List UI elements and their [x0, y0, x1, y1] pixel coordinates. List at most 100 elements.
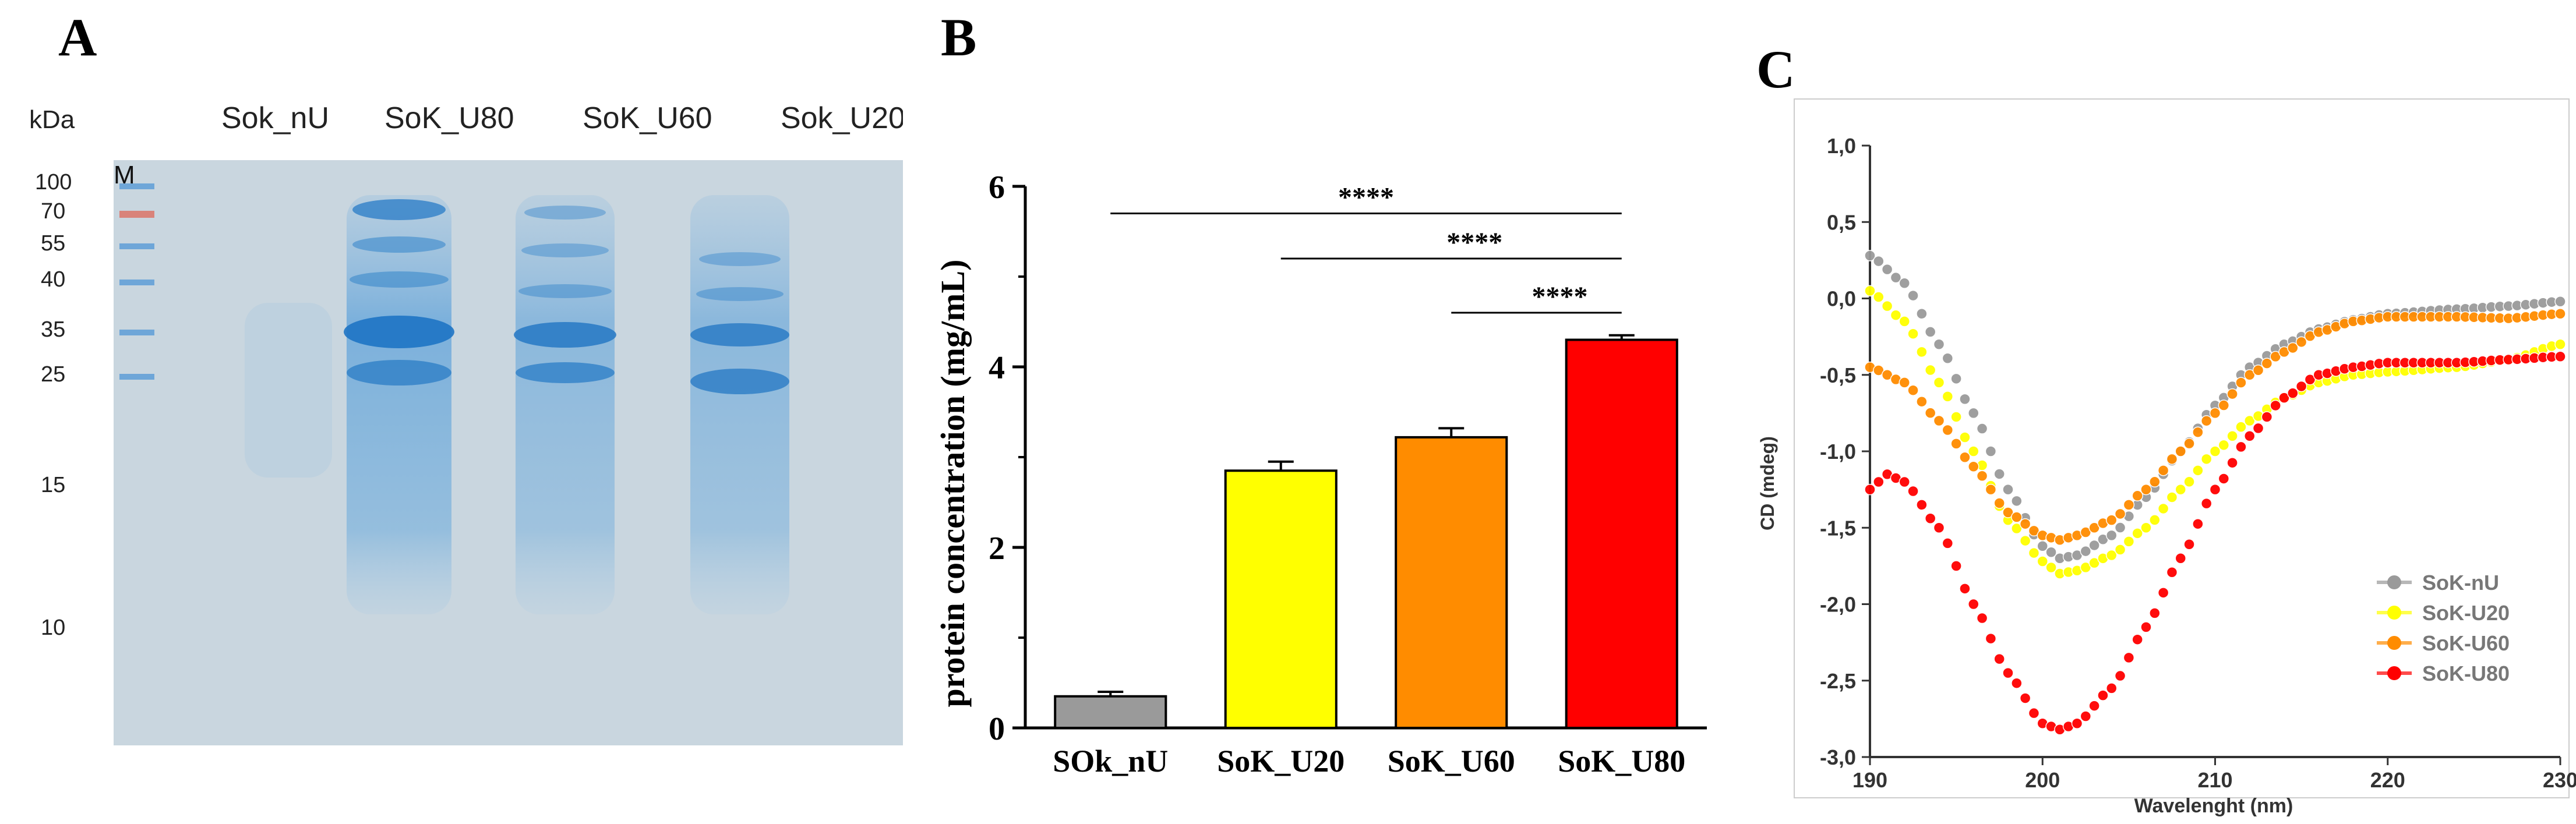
cd-point: [2226, 457, 2238, 469]
cd-point: [2192, 426, 2204, 438]
cd-point: [2140, 522, 2152, 533]
cd-point: [2175, 483, 2186, 496]
cd-point: [1985, 445, 1997, 457]
cd-point: [2209, 445, 2221, 457]
bar-category-label: SoK_U80: [1558, 744, 1685, 779]
legend-label: SoK-nU: [2422, 571, 2499, 595]
cd-point: [2218, 439, 2230, 451]
cd-ylabel: CD (mdeg): [1757, 436, 1778, 531]
cd-point: [1899, 277, 1910, 289]
significance-label: ****: [1446, 227, 1502, 258]
legend-marker: [2387, 666, 2401, 680]
cd-point: [2166, 491, 2178, 503]
cd-point: [1959, 393, 1971, 405]
cd-point: [2097, 689, 2109, 701]
panel-c: C CD (mdeg) Wavelenght (nm) 1,0 0,5 0,0 -0,…: [1718, 0, 2576, 824]
cd-point: [2028, 547, 2040, 559]
ladder-bands: [119, 183, 154, 380]
cd-y-tick-label: 0,0: [1827, 287, 1856, 311]
cd-y-tick-label: -3,0: [1820, 745, 1856, 769]
cd-point: [2002, 507, 2014, 518]
lane-smear-u60: [514, 195, 616, 614]
cd-point: [1924, 512, 1936, 525]
cd-point: [2244, 430, 2256, 442]
cd-y-tick-label: 0,5: [1827, 210, 1856, 234]
bar-category-label: SoK_U60: [1388, 744, 1515, 779]
cd-point: [1985, 483, 1997, 496]
cd-point: [1907, 289, 1919, 302]
panel-b-label: B: [941, 8, 976, 67]
cd-point: [2554, 296, 2566, 307]
ladder-label-100: 100: [35, 170, 72, 194]
cd-point: [2045, 546, 2057, 558]
cd-point: [2287, 387, 2299, 399]
cd-point: [1968, 445, 1979, 457]
bar-category-label: SoK_U20: [1217, 744, 1345, 779]
cd-point: [2554, 351, 2566, 362]
cd-point: [1968, 407, 1979, 419]
cd-point: [2140, 621, 2152, 633]
cd-point: [2295, 380, 2307, 392]
legend-marker: [2387, 606, 2401, 620]
cd-point: [2554, 338, 2566, 350]
cd-point: [2011, 511, 2023, 523]
cd-point: [2114, 670, 2126, 682]
cd-point: [2183, 539, 2195, 550]
cd-point: [2011, 495, 2023, 507]
ladder-label-55: 55: [41, 231, 65, 256]
cd-point: [2166, 453, 2178, 465]
cd-point: [1993, 653, 2005, 665]
cd-point: [1924, 326, 1936, 338]
cd-point: [2252, 365, 2264, 376]
cd-point: [1976, 423, 1988, 434]
cd-point: [2002, 483, 2014, 496]
cd-point: [1899, 316, 1910, 327]
cd-point: [1916, 346, 1928, 358]
cd-point: [2183, 476, 2195, 488]
bar: [1565, 338, 1678, 729]
cd-point: [2157, 587, 2169, 599]
cd-point: [1976, 612, 1988, 624]
cd-point: [1933, 522, 1945, 533]
lane-label-sok-nu: Sok_nU: [221, 101, 329, 135]
bar-y-tick-label: 4: [989, 350, 1005, 386]
cd-point: [2149, 514, 2161, 526]
cd-point: [2080, 710, 2092, 722]
cd-point: [2200, 415, 2212, 427]
bar: [1395, 436, 1508, 730]
ladder-label-40: 40: [41, 267, 65, 292]
lane-label-sok-u80: SoK_U80: [384, 101, 514, 135]
cd-point: [1959, 451, 1971, 464]
cd-point: [2183, 437, 2195, 450]
cd-chart: C CD (mdeg) Wavelenght (nm) 1,0 0,5 0,0 -0,…: [1756, 40, 2576, 817]
bar-chart: B protein concentration (mg/mL) 0 2 4 6 SOk_…: [934, 8, 1707, 779]
lane-smear-u80: [344, 195, 454, 614]
cd-point: [2175, 445, 2186, 457]
legend-marker: [2387, 636, 2401, 650]
panel-c-label: C: [1756, 40, 1795, 99]
cd-point: [1899, 377, 1910, 388]
cd-point: [1985, 632, 1997, 645]
gel-figure: A kDa Sok_nU SoK_U80 SoK_U60 Sok_U20 M 1…: [29, 8, 903, 745]
cd-point: [2157, 465, 2169, 476]
legend-label: SoK-U60: [2422, 631, 2510, 655]
bar-category-label: SOk_nU: [1053, 744, 1168, 779]
ladder-label-15: 15: [41, 473, 65, 497]
cd-point: [1873, 476, 1885, 488]
cd-x-tick-label: 230: [2543, 768, 2576, 792]
ladder-label-25: 25: [41, 362, 65, 387]
cd-point: [2175, 553, 2186, 564]
ladder-label-70: 70: [41, 199, 65, 224]
cd-point: [2226, 430, 2238, 442]
significance-label: ****: [1338, 182, 1394, 213]
cd-point: [2218, 399, 2230, 411]
cd-point: [2140, 483, 2152, 496]
cd-point: [2114, 522, 2126, 533]
cd-point: [2106, 514, 2118, 526]
cd-y-tick-label: -0,5: [1820, 363, 1856, 387]
cd-point: [2554, 308, 2566, 320]
cd-point: [1864, 285, 1876, 297]
cd-point: [1950, 373, 1962, 385]
cd-point: [2106, 682, 2118, 694]
cd-point: [1993, 497, 2005, 509]
